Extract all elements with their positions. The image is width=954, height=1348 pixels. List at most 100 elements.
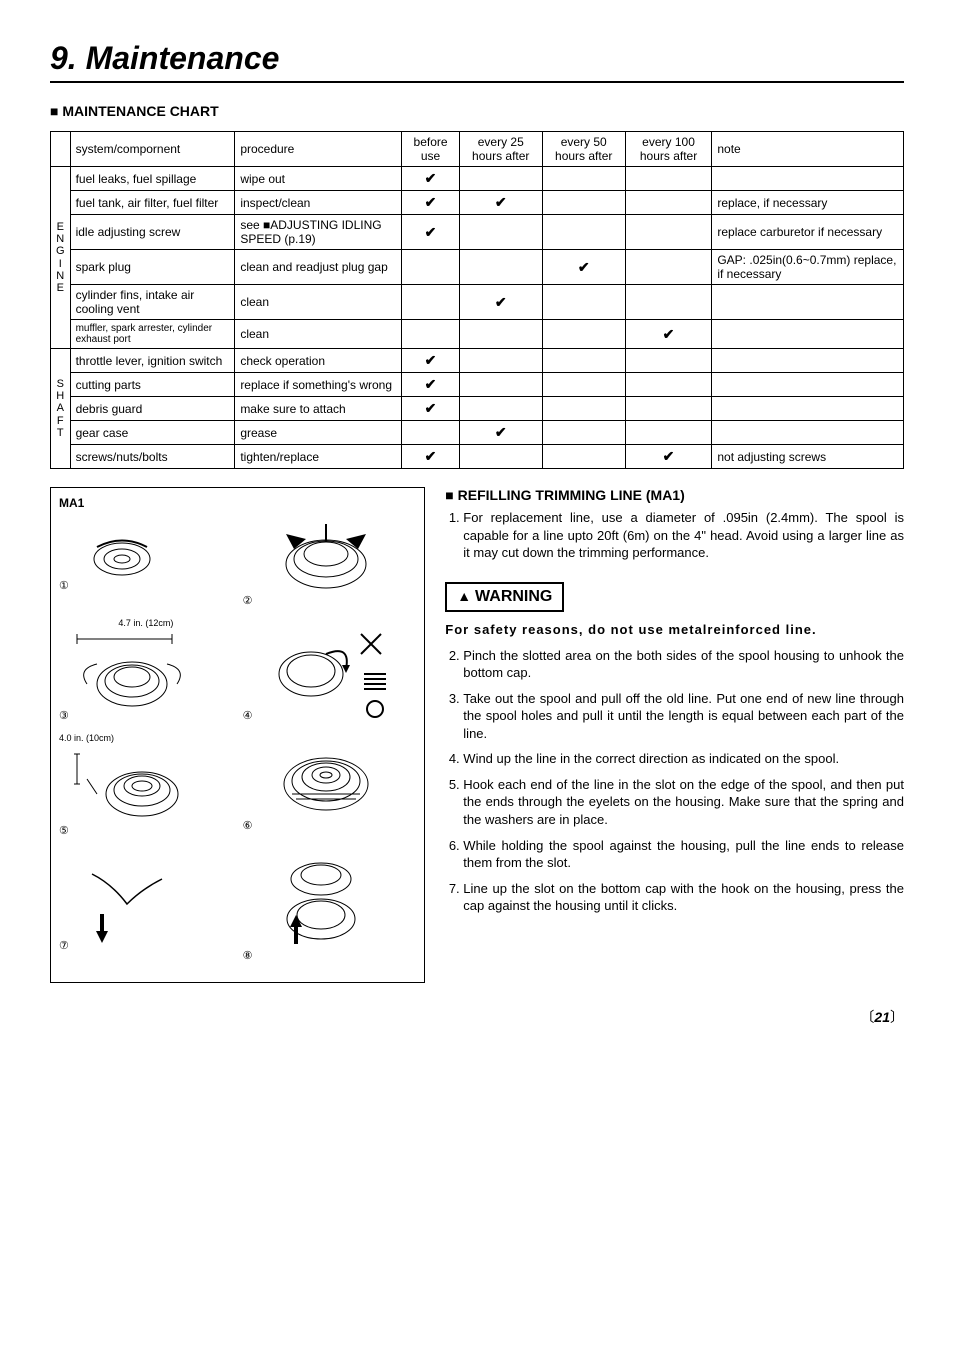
step-2: Pinch the slotted area on the both sides…	[463, 647, 904, 682]
section-number: 9.	[50, 40, 77, 76]
wound-spool-icon	[72, 744, 222, 834]
cell-system: gear case	[70, 421, 235, 445]
cell-50	[542, 421, 625, 445]
cell-100	[625, 215, 712, 250]
cell-25	[459, 445, 542, 469]
cell-100: ✔	[625, 320, 712, 349]
cell-system: cylinder fins, intake air cooling vent	[70, 285, 235, 320]
diagram-2: ②	[243, 514, 417, 607]
page-value: 21	[874, 1009, 890, 1025]
cell-100	[625, 349, 712, 373]
hdr-note: note	[712, 132, 904, 167]
cell-system: idle adjusting screw	[70, 215, 235, 250]
cell-25	[459, 167, 542, 191]
cell-100	[625, 285, 712, 320]
cell-procedure: grease	[235, 421, 402, 445]
table-row: screws/nuts/bolts tighten/replace ✔ ✔ no…	[51, 445, 904, 469]
diagram-8: ⑧	[243, 849, 417, 962]
cell-before: ✔	[402, 191, 459, 215]
diagram-5: 4.0 in. (10cm) ⑤	[59, 734, 233, 837]
cell-procedure: clean and readjust plug gap	[235, 250, 402, 285]
diagram-3: 4.7 in. (12cm) ③	[59, 619, 233, 722]
cell-note	[712, 421, 904, 445]
cell-50: ✔	[542, 250, 625, 285]
cell-50	[542, 349, 625, 373]
cell-100	[625, 397, 712, 421]
section-title: 9. Maintenance	[50, 40, 904, 83]
dim-1-text: 4.7 in. (12cm)	[118, 618, 173, 628]
step-3: Take out the spool and pull off the old …	[463, 690, 904, 743]
cell-procedure: wipe out	[235, 167, 402, 191]
table-row: gear case grease ✔	[51, 421, 904, 445]
cell-100	[625, 421, 712, 445]
cell-before: ✔	[402, 373, 459, 397]
cell-before: ✔	[402, 445, 459, 469]
housing-spool-icon	[256, 739, 396, 829]
cell-note: GAP: .025in(0.6~0.7mm) replace, if neces…	[712, 250, 904, 285]
cell-50	[542, 320, 625, 349]
step-6: While holding the spool against the hous…	[463, 837, 904, 872]
cell-50	[542, 285, 625, 320]
cell-procedure: clean	[235, 320, 402, 349]
cell-procedure: see ■ADJUSTING IDLING SPEED (p.19)	[235, 215, 402, 250]
cell-note	[712, 373, 904, 397]
cell-50	[542, 373, 625, 397]
cell-50	[542, 215, 625, 250]
cell-note	[712, 285, 904, 320]
pull-line-icon	[72, 859, 192, 949]
cell-50	[542, 397, 625, 421]
cell-25: ✔	[459, 421, 542, 445]
diagram-6: ⑥	[243, 739, 417, 832]
cell-before	[402, 285, 459, 320]
table-row: spark plug clean and readjust plug gap ✔…	[51, 250, 904, 285]
maintenance-table: system/compornent procedure before use e…	[50, 131, 904, 469]
cell-25	[459, 250, 542, 285]
num-7: ⑦	[59, 940, 69, 952]
cell-25: ✔	[459, 285, 542, 320]
num-8: ⑧	[243, 950, 253, 962]
cell-before: ✔	[402, 397, 459, 421]
cell-system: spark plug	[70, 250, 235, 285]
cell-note: replace, if necessary	[712, 191, 904, 215]
warning-text: For safety reasons, do not use metalrein…	[445, 622, 904, 637]
cell-system: debris guard	[70, 397, 235, 421]
hdr-before: before use	[402, 132, 459, 167]
hdr-procedure: procedure	[235, 132, 402, 167]
cell-note	[712, 320, 904, 349]
cell-100	[625, 191, 712, 215]
section-name: Maintenance	[86, 40, 280, 76]
hdr-system: system/compornent	[70, 132, 235, 167]
hdr-50: every 50 hours after	[542, 132, 625, 167]
hdr-spacer	[51, 132, 71, 167]
cell-50	[542, 191, 625, 215]
cell-note: replace carburetor if necessary	[712, 215, 904, 250]
num-1: ①	[59, 580, 69, 592]
dim-2-text: 4.0 in. (10cm)	[59, 733, 114, 743]
cell-50	[542, 167, 625, 191]
cell-system: throttle lever, ignition switch	[70, 349, 235, 373]
table-header-row: system/compornent procedure before use e…	[51, 132, 904, 167]
cell-system: screws/nuts/bolts	[70, 445, 235, 469]
table-row: cylinder fins, intake air cooling vent c…	[51, 285, 904, 320]
table-row: ENGINE fuel leaks, fuel spillage wipe ou…	[51, 167, 904, 191]
engine-label: ENGINE	[51, 167, 71, 349]
diagram-7: ⑦	[59, 859, 233, 952]
shaft-label: SHAFT	[51, 349, 71, 469]
maintenance-chart-heading: MAINTENANCE CHART	[50, 103, 904, 119]
diagram-box: MA1 ① ②	[50, 487, 425, 983]
cell-system: fuel leaks, fuel spillage	[70, 167, 235, 191]
line-spool-icon	[72, 629, 232, 719]
table-row: fuel tank, air filter, fuel filter inspe…	[51, 191, 904, 215]
cell-25	[459, 349, 542, 373]
diagram-4: ④	[243, 619, 417, 722]
cell-25	[459, 215, 542, 250]
table-row: debris guard make sure to attach ✔	[51, 397, 904, 421]
cell-50	[542, 445, 625, 469]
spool-top-icon	[72, 529, 192, 589]
cell-procedure: inspect/clean	[235, 191, 402, 215]
table-row: muffler, spark arrester, cylinder exhaus…	[51, 320, 904, 349]
cell-note	[712, 167, 904, 191]
cell-before: ✔	[402, 167, 459, 191]
num-2: ②	[243, 595, 253, 607]
cell-note	[712, 349, 904, 373]
